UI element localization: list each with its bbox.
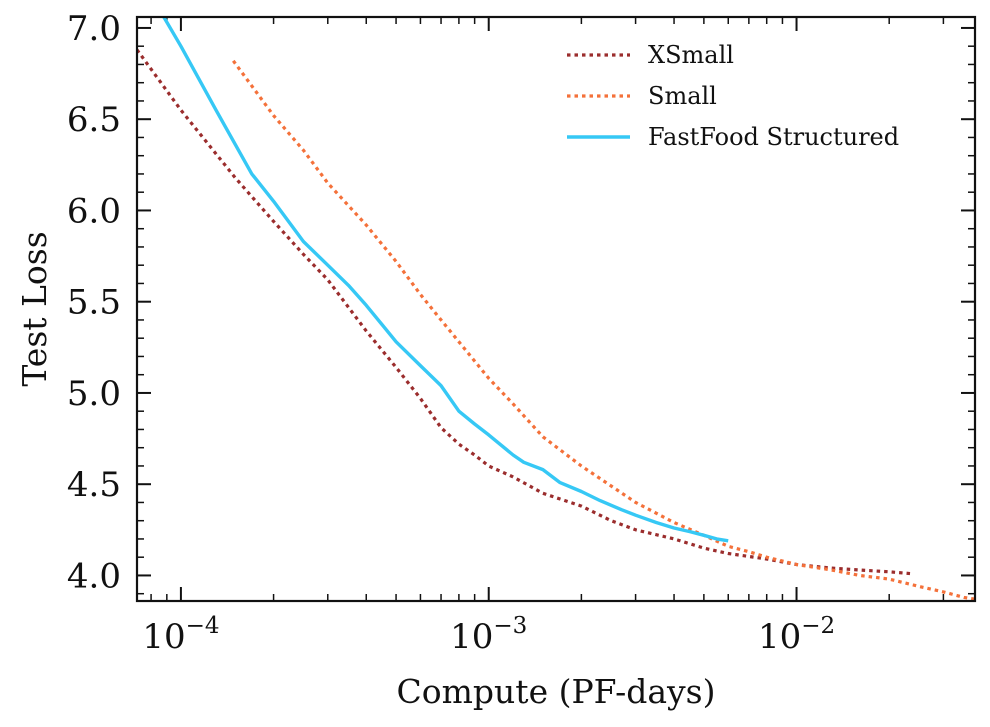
series-line-fastfood-structured [162,17,729,543]
series-line-small [232,59,975,601]
y-tick-label: 4.5 [67,465,121,505]
y-tick-label: 4.0 [67,556,121,596]
y-tick-label: 5.5 [67,283,121,323]
y-tick-label: 7.0 [67,9,121,49]
legend-label: XSmall [648,41,734,69]
y-tick-label: 5.0 [67,374,121,414]
y-tick-label: 6.5 [67,100,121,140]
legend-label: Small [648,82,717,110]
tick-labels: 10−4 10−3 10−2 4.0 4.5 5.0 5.5 6.0 6.5 7.0 [67,9,835,657]
series-lines [137,17,975,601]
legend: XSmall Small FastFood Structured [567,41,899,151]
x-axis-title: Compute (PF-days) [397,672,716,711]
plot-frame [135,15,977,603]
x-tick-label: 10−3 [450,613,527,657]
legend-label: FastFood Structured [648,123,899,151]
x-tick-label: 10−4 [142,613,219,657]
y-axis-title: Test Loss [15,231,54,386]
axis-ticks [137,17,975,601]
x-tick-label: 10−2 [758,613,835,657]
series-line-xsmall [137,48,911,576]
y-tick-label: 6.0 [67,191,121,231]
